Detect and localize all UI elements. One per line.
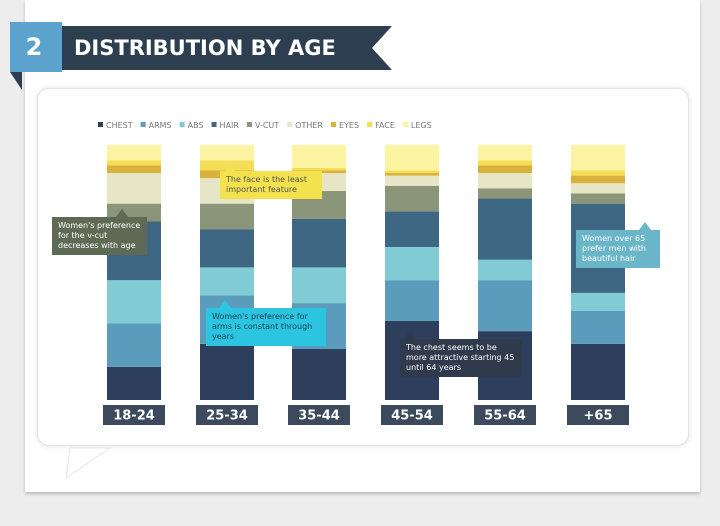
bar-segment (571, 292, 625, 311)
bar-segment (571, 170, 625, 176)
bar-segment (200, 203, 254, 230)
bar-segment (385, 280, 439, 321)
bar-segment (292, 267, 346, 304)
legend-swatch (330, 122, 336, 127)
legend-swatch (367, 122, 373, 127)
bar-segment (478, 188, 532, 199)
fold (10, 72, 22, 90)
bar-segment (107, 280, 161, 324)
annotation: Women's preference for the v-cut decreas… (52, 217, 147, 255)
bar-segment (200, 267, 254, 296)
bar-segment (571, 343, 625, 400)
bar-segment (571, 310, 625, 344)
annotation: The chest seems to be more attractive st… (400, 339, 522, 377)
legend-swatch (179, 122, 185, 127)
bar-segment (478, 259, 532, 281)
legend-label: OTHER (295, 121, 323, 130)
bar-segment (107, 323, 161, 367)
legend-label: ARMS (149, 121, 172, 130)
legend-swatch (140, 122, 146, 127)
x-tick-label: +65 (584, 409, 613, 424)
annotation: The face is the least important feature (220, 171, 322, 199)
bar-segment (478, 145, 532, 161)
annotation-pointer (404, 331, 416, 339)
legend-label: V-CUT (255, 121, 279, 130)
title-banner (62, 26, 392, 70)
legend-label: FACE (375, 121, 395, 130)
legend-swatch (402, 122, 408, 127)
legend-label: CHEST (106, 121, 133, 130)
bubble-tail (65, 447, 112, 480)
bar-segment (385, 145, 439, 171)
annotation-pointer (224, 164, 236, 172)
bar-segment (478, 160, 532, 166)
annotation-pointer (116, 209, 128, 217)
x-tick-label: 25-34 (206, 409, 248, 424)
bar-segment (107, 366, 161, 400)
bar-segment (107, 160, 161, 166)
bar-segment (571, 175, 625, 184)
legend-swatch (287, 122, 293, 127)
bar-segment (292, 145, 346, 168)
x-tick-label: 45-54 (391, 409, 433, 424)
chart-title: DISTRIBUTION BY AGE (74, 36, 336, 60)
bar-segment (571, 193, 625, 204)
bar-segment (478, 173, 532, 189)
bar-segment (107, 165, 161, 174)
legend-label: LEGS (411, 121, 432, 130)
category-box (474, 405, 536, 425)
bar-segment (292, 167, 346, 171)
category-box (196, 405, 258, 425)
number-box (10, 22, 62, 72)
bar-segment (385, 185, 439, 212)
bar-segment (385, 173, 439, 176)
bar-segment (571, 145, 625, 171)
bar-segment (107, 173, 161, 204)
annotation: Women's preference for arms is constant … (206, 308, 326, 346)
annotation-pointer (639, 222, 651, 230)
legend-label: HAIR (220, 121, 240, 130)
bar-segment (478, 280, 532, 332)
bar-segment (200, 160, 254, 171)
annotation: Women over 65 prefer men with beautiful … (576, 230, 660, 268)
bar-segment (478, 198, 532, 260)
section-number: 2 (26, 33, 43, 61)
legend-label: EYES (339, 121, 359, 130)
x-tick-label: 18-24 (113, 409, 155, 424)
bar-segment (292, 218, 346, 268)
category-box (288, 405, 350, 425)
bar-segment (385, 211, 439, 247)
bar-segment (385, 170, 439, 174)
bar-segment (385, 175, 439, 186)
x-tick-label: 55-64 (484, 409, 526, 424)
bar-segment (478, 165, 532, 174)
bar-segment (292, 349, 346, 400)
x-tick-label: 35-44 (298, 409, 340, 424)
bar-segment (200, 145, 254, 161)
bar-segment (200, 229, 254, 268)
bar-segment (385, 247, 439, 281)
category-box (103, 405, 165, 425)
bar-segment (107, 145, 161, 161)
category-box (381, 405, 443, 425)
category-box (567, 405, 629, 425)
bar-segment (571, 183, 625, 194)
legend-swatch (246, 122, 252, 127)
legend-swatch (98, 122, 103, 127)
bar-segment (200, 343, 254, 400)
annotation-pointer (219, 300, 231, 308)
legend-label: ABS (188, 121, 204, 130)
legend-swatch (211, 122, 217, 127)
